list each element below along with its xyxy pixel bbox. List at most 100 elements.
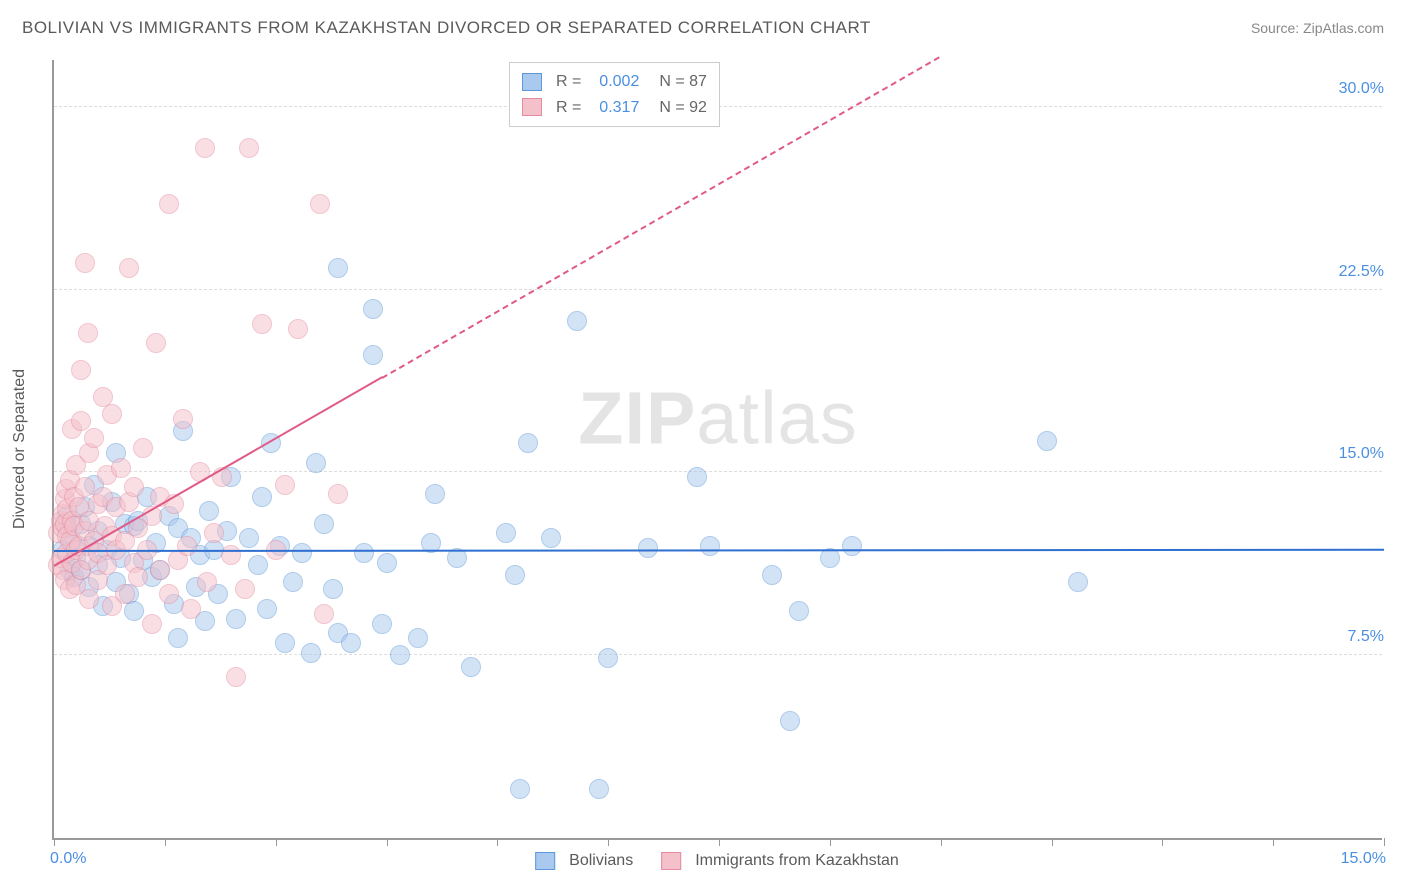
data-point <box>425 484 445 504</box>
data-point <box>518 433 538 453</box>
data-point <box>510 779 530 799</box>
data-point <box>115 584 135 604</box>
watermark: ZIPatlas <box>578 375 857 460</box>
data-point <box>102 404 122 424</box>
data-point <box>159 584 179 604</box>
data-point <box>1037 431 1057 451</box>
data-point <box>288 319 308 339</box>
data-point <box>310 194 330 214</box>
stat-r-label: R = <box>556 69 581 95</box>
y-tick-label: 22.5% <box>1333 263 1384 281</box>
gridline <box>54 471 1382 472</box>
data-point <box>84 428 104 448</box>
x-tick <box>54 838 55 846</box>
legend-label: Immigrants from Kazakhstan <box>695 852 899 870</box>
data-point <box>79 589 99 609</box>
data-point <box>363 345 383 365</box>
data-point <box>71 411 91 431</box>
data-point <box>124 477 144 497</box>
series-legend: Bolivians Immigrants from Kazakhstan <box>535 852 899 870</box>
data-point <box>496 523 516 543</box>
chart-title: BOLIVIAN VS IMMIGRANTS FROM KAZAKHSTAN D… <box>22 18 871 38</box>
y-tick-label: 30.0% <box>1333 80 1384 98</box>
stats-row: R = 0.002 N = 87 <box>522 69 707 95</box>
data-point <box>226 667 246 687</box>
data-point <box>199 501 219 521</box>
data-point <box>306 453 326 473</box>
data-point <box>177 536 197 556</box>
stat-n-label: N = 87 <box>659 69 707 95</box>
data-point <box>461 657 481 677</box>
legend-item: Bolivians <box>535 852 633 870</box>
legend-item: Immigrants from Kazakhstan <box>661 852 899 870</box>
data-point <box>257 599 277 619</box>
data-point <box>275 633 295 653</box>
legend-swatch <box>661 852 681 870</box>
x-tick <box>719 838 720 846</box>
stat-n-label: N = 92 <box>659 95 707 121</box>
x-tick <box>608 838 609 846</box>
x-tick <box>1384 838 1385 846</box>
data-point <box>75 253 95 273</box>
data-point <box>142 614 162 634</box>
stat-r-value: 0.002 <box>589 69 639 95</box>
data-point <box>328 258 348 278</box>
data-point <box>181 599 201 619</box>
data-point <box>252 487 272 507</box>
data-point <box>638 538 658 558</box>
x-tick <box>276 838 277 846</box>
x-tick <box>387 838 388 846</box>
data-point <box>377 553 397 573</box>
data-point <box>354 543 374 563</box>
data-point <box>150 560 170 580</box>
data-point <box>408 628 428 648</box>
data-point <box>283 572 303 592</box>
data-point <box>252 314 272 334</box>
trend-line <box>54 548 1384 551</box>
gridline <box>54 654 1382 655</box>
data-point <box>780 711 800 731</box>
data-point <box>842 536 862 556</box>
plot-area: ZIPatlas R =0.002N = 87R =0.317N = 92 Di… <box>52 60 1382 840</box>
data-point <box>700 536 720 556</box>
data-point <box>589 779 609 799</box>
legend-swatch <box>535 852 555 870</box>
data-point <box>762 565 782 585</box>
data-point <box>292 543 312 563</box>
x-tick <box>1052 838 1053 846</box>
data-point <box>239 138 259 158</box>
data-point <box>328 484 348 504</box>
data-point <box>341 633 361 653</box>
data-point <box>505 565 525 585</box>
x-tick <box>165 838 166 846</box>
source-attribution: Source: ZipAtlas.com <box>1251 20 1384 36</box>
data-point <box>133 438 153 458</box>
data-point <box>173 409 193 429</box>
data-point <box>390 645 410 665</box>
x-axis-max-label: 15.0% <box>1341 850 1386 868</box>
legend-swatch <box>522 73 542 91</box>
x-axis-min-label: 0.0% <box>50 850 86 868</box>
data-point <box>197 572 217 592</box>
x-tick <box>497 838 498 846</box>
x-tick <box>830 838 831 846</box>
data-point <box>598 648 618 668</box>
data-point <box>128 567 148 587</box>
scatter-chart: ZIPatlas R =0.002N = 87R =0.317N = 92 Di… <box>52 60 1382 840</box>
data-point <box>71 360 91 380</box>
data-point <box>212 467 232 487</box>
data-point <box>146 333 166 353</box>
data-point <box>204 523 224 543</box>
data-point <box>372 614 392 634</box>
data-point <box>119 258 139 278</box>
y-axis-title: Divorced or Separated <box>11 369 29 529</box>
data-point <box>124 601 144 621</box>
data-point <box>226 609 246 629</box>
data-point <box>363 299 383 319</box>
data-point <box>314 514 334 534</box>
data-point <box>159 194 179 214</box>
data-point <box>195 138 215 158</box>
gridline <box>54 289 1382 290</box>
data-point <box>301 643 321 663</box>
data-point <box>239 528 259 548</box>
